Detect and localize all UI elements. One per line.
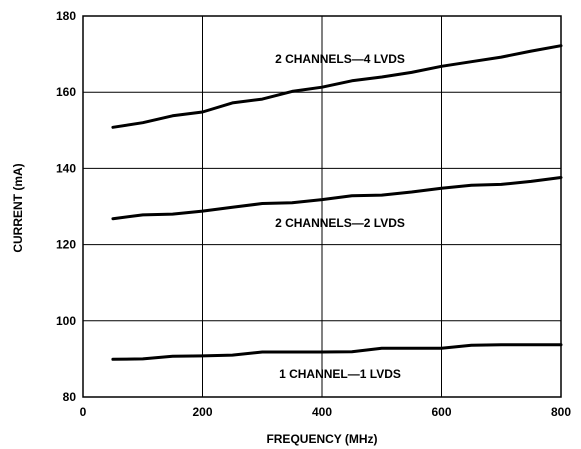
y-tick-label: 180 [56, 9, 76, 23]
x-tick-label: 400 [312, 405, 332, 419]
y-tick-label: 80 [63, 390, 77, 404]
plot-area-frame [82, 15, 562, 398]
series-label-2ch-4lvds: 2 CHANNELS—4 LVDS [275, 52, 405, 66]
y-tick-label: 140 [56, 161, 76, 175]
series-1ch-1lvds-line [111, 343, 563, 361]
y-tick-label: 160 [56, 85, 76, 99]
grid-lines [83, 16, 561, 397]
series-2ch-2lvds-line [111, 176, 563, 221]
series-label-2ch-2lvds: 2 CHANNELS—2 LVDS [275, 216, 405, 230]
x-tick-label: 800 [551, 405, 571, 419]
x-tick-label: 600 [431, 405, 451, 419]
y-tick-label: 120 [56, 238, 76, 252]
series-labels: 2 CHANNELS—4 LVDS 2 CHANNELS—2 LVDS 1 CHAN… [275, 52, 405, 381]
x-tick-label: 0 [80, 405, 87, 419]
y-axis-ticks: 80 100 120 140 160 180 [56, 9, 76, 404]
x-tick-label: 200 [192, 405, 212, 419]
y-tick-label: 100 [56, 314, 76, 328]
y-axis-title: CURRENT (mA) [11, 163, 25, 252]
x-axis-title: FREQUENCY (MHz) [266, 432, 377, 446]
series-lines [111, 44, 563, 361]
series-2ch-4lvds-line [111, 44, 563, 129]
series-label-1ch-1lvds: 1 CHANNEL—1 LVDS [279, 367, 401, 381]
x-axis-ticks: 0 200 400 600 800 [80, 405, 572, 419]
